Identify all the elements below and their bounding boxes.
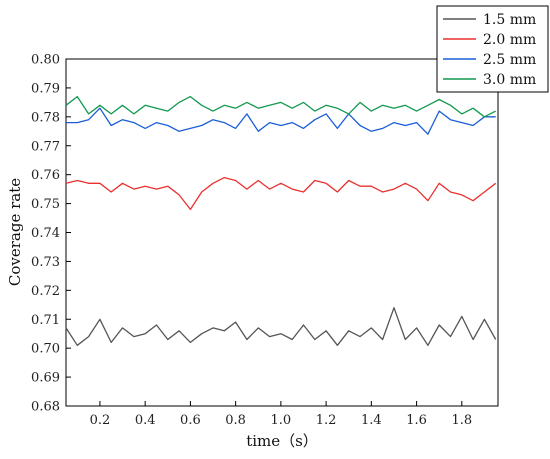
series-lines: [65, 95, 497, 346]
legend-label: 1.5 mm: [483, 12, 536, 28]
y-tick-label: 0.79: [31, 81, 60, 96]
y-tick-label: 0.72: [31, 284, 60, 299]
legend-label: 2.0 mm: [483, 32, 536, 48]
y-axis: 0.68 0.69 0.70 0.71 0.72 0.73 0.74 0.75 0.76 0.77…: [31, 53, 71, 415]
y-tick-label: 0.78: [31, 110, 60, 125]
y-tick-label: 0.80: [31, 53, 60, 68]
legend-label: 3.0 mm: [483, 72, 536, 88]
plot-area: [65, 58, 499, 407]
x-tick-label: 1.4: [361, 413, 382, 428]
y-tick-label: 0.70: [31, 342, 60, 357]
y-tick-label: 0.69: [31, 371, 60, 386]
y-tick-label: 0.68: [31, 400, 60, 415]
x-axis-title: time（s）: [246, 432, 318, 450]
x-tick-label: 0.8: [225, 413, 246, 428]
y-tick-label: 0.74: [31, 226, 60, 241]
x-tick-label: 1.8: [451, 413, 472, 428]
series-line-3-0-mm: [65, 95, 496, 118]
y-tick-label: 0.71: [31, 313, 60, 328]
legend-box: [436, 5, 549, 93]
y-tick-label: 0.76: [31, 168, 60, 183]
legend-label: 2.5 mm: [483, 52, 536, 68]
x-axis: 0.2 0.4 0.6 0.8 1.0 1.2 1.4 1.6 1.8: [90, 401, 472, 428]
x-tick-label: 0.2: [90, 413, 111, 428]
series-line-2-5-mm: [66, 107, 496, 135]
legend: 1.5 mm 2.0 mm 2.5 mm 3.0 mm: [436, 5, 549, 93]
series-line-1-5-mm: [65, 307, 497, 346]
x-tick-label: 1.2: [316, 413, 337, 428]
x-tick-label: 0.4: [135, 413, 156, 428]
y-tick-label: 0.73: [31, 255, 60, 270]
x-tick-label: 0.6: [180, 413, 201, 428]
y-axis-title: Coverage rate: [6, 178, 24, 286]
y-tick-label: 0.75: [31, 197, 60, 212]
x-tick-label: 1.0: [271, 413, 292, 428]
series-line-2-0-mm: [65, 176, 497, 211]
x-tick-label: 1.6: [406, 413, 427, 428]
y-tick-label: 0.77: [31, 139, 60, 154]
